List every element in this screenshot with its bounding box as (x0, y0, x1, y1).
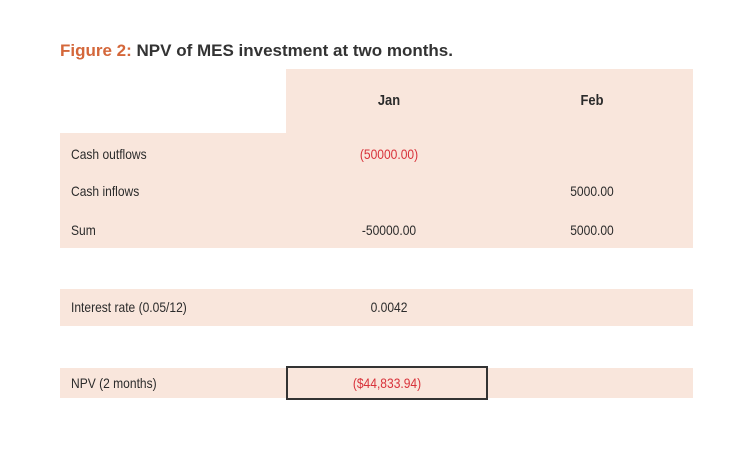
npv-value: ($44,833.94) (352, 375, 422, 391)
cash-outflows-jan: (50000.00) (359, 146, 419, 162)
column-header-jan: Jan (377, 92, 401, 109)
column-header-feb: Feb (580, 92, 604, 109)
row-label-cash-inflows: Cash inflows (71, 183, 140, 199)
figure-number: Figure 2: (60, 41, 132, 60)
sum-jan: -50000.00 (361, 222, 417, 238)
header-panel (286, 69, 693, 133)
row-label-interest-rate: Interest rate (0.05/12) (71, 299, 187, 315)
row-label-npv: NPV (2 months) (71, 375, 157, 391)
interest-panel (60, 289, 693, 326)
figure-caption: NPV of MES investment at two months. (136, 41, 453, 60)
cash-inflows-feb: 5000.00 (570, 183, 614, 199)
npv-highlight-box (286, 366, 488, 400)
interest-rate-value: 0.0042 (370, 299, 408, 315)
row-label-sum: Sum (71, 222, 96, 238)
cashflow-panel (60, 133, 693, 248)
row-label-cash-outflows: Cash outflows (71, 146, 147, 162)
sum-feb: 5000.00 (570, 222, 614, 238)
figure-title: Figure 2: NPV of MES investment at two m… (60, 41, 453, 61)
